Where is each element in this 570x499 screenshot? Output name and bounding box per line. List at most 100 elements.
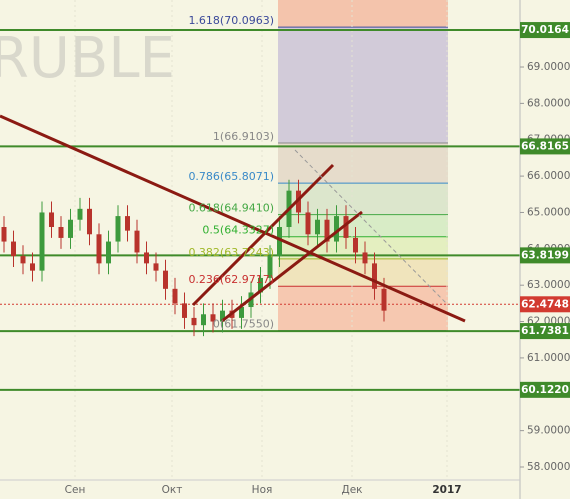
candle-body (87, 208, 92, 235)
candle (58, 216, 64, 249)
grid (74, 0, 448, 480)
fib-label: 0(61.7550) (213, 317, 274, 330)
candle-body (11, 241, 16, 257)
fib-labels: 1.618(70.0963) 1(66.9103) 0.786(65.8071) 0.… (188, 14, 274, 330)
y-tick-label: 69.0000 (527, 61, 570, 73)
candle-body (381, 288, 387, 311)
level-box (520, 381, 570, 398)
y-tick-label: 66.0000 (527, 170, 570, 182)
candle (39, 201, 45, 282)
candle-body (372, 263, 377, 289)
x-tick-label: Окт (162, 484, 183, 496)
y-tick-label: 63.0000 (527, 279, 570, 291)
y-tick-label: 65.0000 (527, 206, 570, 218)
candle (191, 307, 197, 337)
candle (11, 230, 16, 268)
x-tick-label: Ноя (252, 484, 273, 496)
candle-body (115, 216, 121, 242)
levels (0, 29, 520, 391)
candle (258, 267, 263, 304)
channel-line (221, 210, 363, 323)
trend-lines (0, 114, 466, 323)
candle-body (305, 212, 311, 235)
candle-body (362, 252, 368, 264)
x-tick-label: 2017 (432, 484, 461, 496)
candle-body (1, 227, 7, 242)
candle-body (191, 317, 197, 326)
candle (87, 197, 92, 246)
candle (153, 252, 159, 282)
candle-body (239, 307, 244, 318)
candle-body (324, 219, 330, 242)
level-box (520, 323, 570, 340)
candle (68, 208, 73, 249)
y-tick-label: 59.0000 (527, 425, 570, 437)
candle-body (77, 208, 83, 220)
candle-body (153, 263, 159, 271)
candle (210, 303, 216, 333)
candle-body (163, 270, 168, 289)
candle-body (267, 256, 273, 278)
candle-body (201, 314, 206, 326)
fib-label: 0.382(63.7243) (188, 246, 274, 259)
axis: СенОктНояДек201758.000059.000060.000061.… (65, 22, 570, 496)
candle (172, 277, 178, 315)
candle (277, 216, 282, 268)
fib-label: 0.786(65.8071) (188, 170, 274, 183)
candle (125, 205, 130, 242)
candle (49, 201, 54, 238)
fib-zone (278, 258, 448, 287)
candle-body (343, 216, 349, 238)
candle-body (182, 303, 187, 318)
candle-body (20, 256, 26, 264)
candle (106, 230, 111, 275)
candle-body (258, 277, 263, 293)
candle (239, 296, 244, 329)
y-tick-label: 61.0000 (527, 352, 570, 364)
candle (96, 223, 102, 275)
trend-line (0, 114, 466, 323)
candle-body (125, 216, 130, 231)
candle (220, 299, 225, 333)
candle (163, 259, 168, 300)
candle (267, 245, 273, 289)
fib-zone (278, 27, 448, 144)
candle (134, 219, 140, 264)
candle-body (277, 227, 282, 257)
candle (372, 252, 377, 300)
candle (1, 216, 7, 253)
candle (77, 197, 83, 231)
candle-body (58, 227, 64, 238)
candle (315, 208, 320, 246)
level-label: 66.8165 (521, 140, 569, 152)
candle-body (134, 230, 140, 253)
candle-body (220, 310, 225, 322)
fib-label: 1(66.9103) (213, 130, 274, 143)
fib-label: 0.618(64.9410) (188, 202, 274, 215)
y-tick-label: 58.0000 (527, 461, 570, 473)
candle (30, 252, 35, 282)
fib-zone (278, 236, 448, 259)
level-label: 61.7381 (521, 325, 569, 337)
level-label: 70.0164 (521, 24, 569, 36)
fib-label: 0.5(64.3327) (202, 224, 274, 237)
candle-body (144, 252, 149, 264)
level-label: 63.8199 (521, 249, 569, 261)
fib-zone (278, 214, 448, 237)
candle-body (315, 219, 320, 235)
fib-zone (278, 0, 448, 28)
candle-body (96, 234, 102, 264)
candle-body (210, 314, 216, 322)
candle-body (49, 212, 54, 228)
level-label: 62.4748 (521, 298, 569, 310)
candle (20, 245, 26, 275)
candle-body (68, 219, 73, 238)
candle (305, 201, 311, 246)
fib-zones (278, 0, 448, 331)
candle-body (106, 241, 111, 264)
fib-zone (278, 183, 448, 215)
x-tick-label: Дек (341, 484, 362, 496)
candle-body (353, 237, 358, 253)
candle (144, 241, 149, 275)
candle (115, 205, 121, 253)
